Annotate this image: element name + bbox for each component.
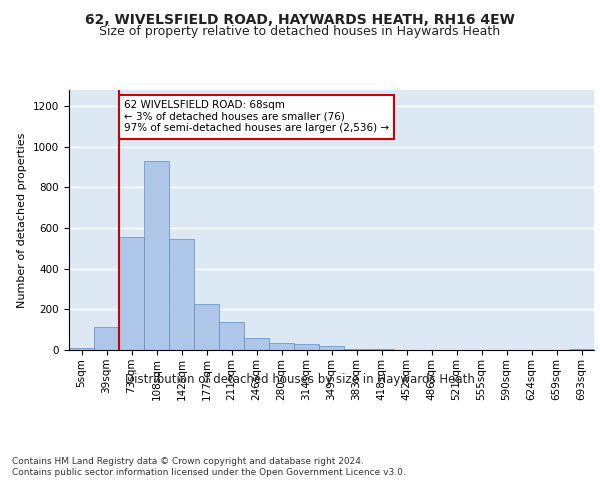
Text: Contains HM Land Registry data © Crown copyright and database right 2024.
Contai: Contains HM Land Registry data © Crown c… <box>12 458 406 477</box>
Bar <box>119 238 144 350</box>
Bar <box>144 161 169 350</box>
Text: 62, WIVELSFIELD ROAD, HAYWARDS HEATH, RH16 4EW: 62, WIVELSFIELD ROAD, HAYWARDS HEATH, RH… <box>85 12 515 26</box>
Bar <box>369 349 394 350</box>
Bar <box>169 240 194 350</box>
Bar <box>344 349 369 350</box>
Bar <box>569 349 594 350</box>
Bar <box>219 322 244 350</box>
Bar <box>94 326 119 350</box>
Bar <box>194 304 219 350</box>
Y-axis label: Number of detached properties: Number of detached properties <box>17 132 28 308</box>
Bar <box>69 348 94 350</box>
Bar <box>319 346 344 350</box>
Text: Distribution of detached houses by size in Haywards Heath: Distribution of detached houses by size … <box>125 372 475 386</box>
Bar <box>294 344 319 350</box>
Bar <box>244 338 269 350</box>
Text: Size of property relative to detached houses in Haywards Heath: Size of property relative to detached ho… <box>100 25 500 38</box>
Bar <box>269 344 294 350</box>
Text: 62 WIVELSFIELD ROAD: 68sqm
← 3% of detached houses are smaller (76)
97% of semi-: 62 WIVELSFIELD ROAD: 68sqm ← 3% of detac… <box>124 100 389 134</box>
